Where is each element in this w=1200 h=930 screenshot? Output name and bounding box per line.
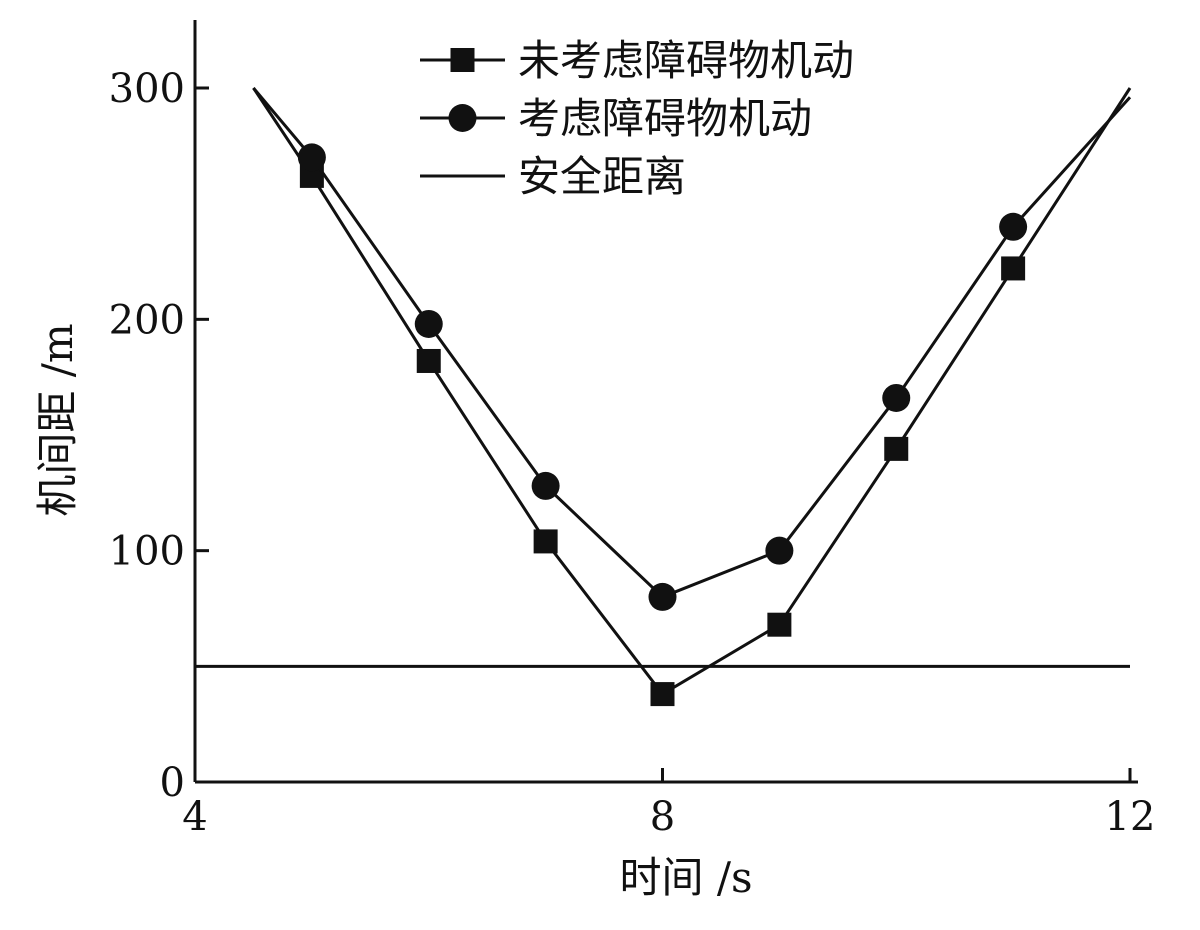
x-tick-label: 4 <box>182 794 207 840</box>
axes: 0 100 200 300 4 8 12 <box>109 20 1156 840</box>
legend-label: 考虑障碍物机动 <box>518 94 812 143</box>
circle-marker <box>531 471 560 500</box>
square-marker <box>1001 256 1026 281</box>
square-marker <box>533 529 558 554</box>
series-line <box>252 87 1132 599</box>
legend-item-2: 考虑障碍物机动 <box>420 94 812 143</box>
circle-marker <box>414 309 443 338</box>
circle-marker <box>999 212 1028 241</box>
legend-circle-marker <box>448 104 477 132</box>
y-tick-label: 100 <box>109 529 185 575</box>
series-1 <box>252 87 1132 707</box>
x-tick-label: 12 <box>1105 794 1156 840</box>
legend-item-1: 未考虑障碍物机动 <box>420 36 854 85</box>
y-tick-label: 300 <box>109 66 185 112</box>
square-marker <box>416 348 441 373</box>
y-tick-label: 0 <box>160 760 185 806</box>
square-marker <box>767 612 792 637</box>
square-marker <box>650 682 675 707</box>
circle-marker <box>882 383 911 412</box>
legend-label: 安全距离 <box>518 152 686 201</box>
x-axis-title: 时间 /s <box>619 853 752 902</box>
series-line <box>252 87 1132 696</box>
circle-marker <box>648 582 677 611</box>
y-axis-title: 机间距 /m <box>33 323 82 516</box>
series-2 <box>252 87 1132 611</box>
legend-item-3: 安全距离 <box>420 152 686 201</box>
circle-marker <box>297 143 326 172</box>
circle-marker <box>765 536 794 565</box>
x-tick-label: 8 <box>650 794 675 840</box>
y-tick-label: 200 <box>109 297 185 343</box>
series-layer <box>195 87 1132 707</box>
legend-square-marker <box>450 48 475 72</box>
square-marker <box>884 436 909 461</box>
legend-label: 未考虑障碍物机动 <box>518 36 854 85</box>
